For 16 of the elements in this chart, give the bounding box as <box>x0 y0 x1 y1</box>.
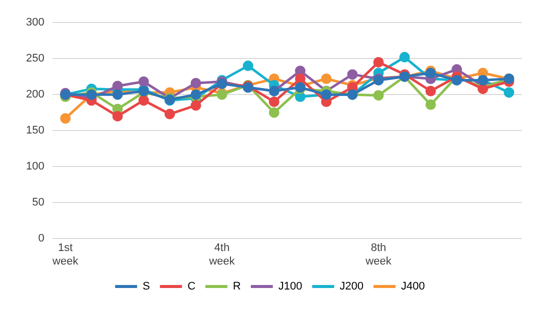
legend-label: J200 <box>340 280 364 293</box>
legend-label: C <box>187 280 196 293</box>
y-tick-label: 250 <box>26 52 44 65</box>
y-tick-label: 150 <box>26 124 44 137</box>
legend-label: J100 <box>278 280 302 293</box>
y-tick-label: 0 <box>38 232 44 245</box>
legend-label: J400 <box>401 280 425 293</box>
x-tick-label: 1st week <box>52 242 79 268</box>
y-tick-label: 50 <box>32 196 44 209</box>
y-tick-label: 300 <box>26 16 44 29</box>
y-tick-label: 200 <box>26 88 44 101</box>
x-tick-label: 4th week <box>208 242 236 268</box>
y-tick-label: 100 <box>26 160 44 173</box>
legend-label: S <box>142 280 150 293</box>
x-tick-label: 8th week <box>364 242 392 268</box>
legend-label: R <box>232 280 241 293</box>
